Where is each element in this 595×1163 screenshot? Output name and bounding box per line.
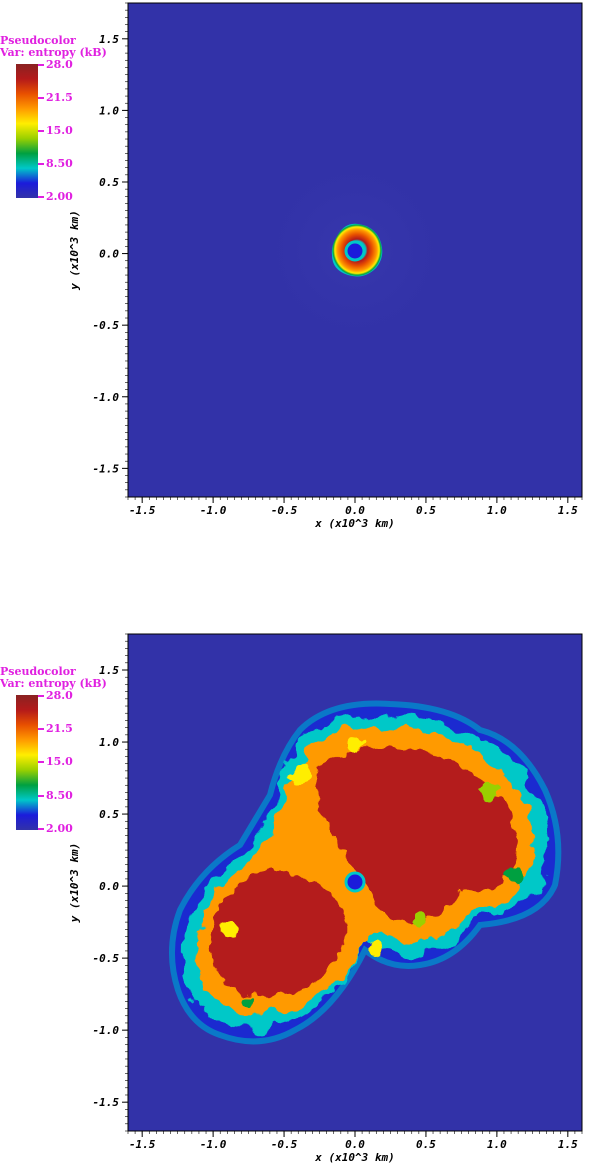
colorbar-label: 8.50: [46, 157, 73, 170]
y-tick-label: 0.0: [99, 248, 119, 261]
legend-variable: Var: entropy (kB): [0, 677, 107, 690]
y-tick-label: -1.5: [93, 1096, 120, 1109]
colorbar-label: 28.0: [46, 689, 73, 702]
turbulent-accents: [222, 737, 522, 1008]
y-tick-label: 0.5: [99, 808, 119, 821]
protoneutron-star: [344, 871, 366, 893]
colorbar-tick: [38, 196, 44, 198]
x-tick-label: 1.5: [558, 504, 578, 517]
colorbar-tick: [38, 761, 44, 763]
y-axis-label: y (x10^3 km): [68, 843, 81, 923]
x-tick-label: -0.5: [271, 504, 298, 517]
x-tick-label: 0.0: [345, 504, 365, 517]
chart-panel-2: Pseudocolor Var: entropy (kB) 28.0 21.5 …: [0, 620, 595, 1163]
heatmap-plot: -1.5 -1.0 -0.5 0.0 0.5 1.0 1.5 1.5 1.0 0.5 0.0 -0.5…: [68, 2, 583, 530]
x-tick-label: -0.5: [271, 1138, 298, 1151]
colorbar: [16, 64, 38, 198]
colorbar-label: 8.50: [46, 789, 73, 802]
colorbar-tick: [38, 728, 44, 730]
legend-variable: Var: entropy (kB): [0, 46, 107, 59]
y-tick-label: 1.5: [99, 664, 119, 677]
colorbar-tick: [38, 795, 44, 797]
legend-plot-type: Pseudocolor: [0, 665, 76, 678]
y-tick-label: -1.5: [93, 462, 120, 475]
y-tick-label: -0.5: [93, 952, 120, 965]
colorbar-label: 2.00: [46, 822, 73, 835]
colorbar-label: 15.0: [46, 124, 73, 137]
x-tick-label: 0.5: [416, 504, 436, 517]
colorbar-tick: [38, 97, 44, 99]
colorbar-tick: [38, 64, 44, 66]
protoneutron-star: [344, 240, 366, 262]
y-tick-label: 1.0: [99, 736, 119, 749]
colorbar-tick: [38, 828, 44, 830]
plume-interior-upper: [316, 747, 517, 922]
x-tick-label: -1.0: [200, 1138, 227, 1151]
x-tick-label: -1.5: [129, 1138, 156, 1151]
colorbar-label: 2.00: [46, 190, 73, 203]
x-tick-label: 1.0: [487, 1138, 507, 1151]
colorbar-label: 21.5: [46, 722, 73, 735]
x-tick-label: -1.5: [129, 504, 156, 517]
colorbar-tick: [38, 130, 44, 132]
colorbar-label: 21.5: [46, 91, 73, 104]
y-axis-label: y (x10^3 km): [68, 210, 81, 290]
colorbar-label: 28.0: [46, 58, 73, 71]
y-tick-label: 1.0: [99, 104, 119, 117]
colorbar: [16, 695, 38, 830]
chart-panel-1: Pseudocolor Var: entropy (kB) 28.0 21.5 …: [0, 0, 595, 560]
y-tick-label: 1.5: [99, 33, 119, 46]
colorbar-tick: [38, 163, 44, 165]
y-tick-label: -1.0: [93, 391, 120, 404]
legend-plot-type: Pseudocolor: [0, 34, 76, 47]
x-tick-label: -1.0: [200, 504, 227, 517]
x-tick-label: 1.0: [487, 504, 507, 517]
x-tick-label: 1.5: [558, 1138, 578, 1151]
y-tick-label: -0.5: [93, 319, 120, 332]
x-tick-label: 0.5: [416, 1138, 436, 1151]
x-axis-label: x (x10^3 km): [314, 1151, 394, 1163]
plume-interior-lower: [210, 870, 347, 997]
heatmap-plot: -1.5 -1.0 -0.5 0.0 0.5 1.0 1.5 1.5 1.0 0.5 0.0 -0.5…: [68, 633, 583, 1163]
colorbar-tick: [38, 695, 44, 697]
y-tick-label: 0.0: [99, 880, 119, 893]
y-tick-label: -1.0: [93, 1024, 120, 1037]
y-tick-label: 0.5: [99, 176, 119, 189]
x-tick-label: 0.0: [345, 1138, 365, 1151]
x-axis-label: x (x10^3 km): [314, 517, 394, 530]
colorbar-label: 15.0: [46, 755, 73, 768]
